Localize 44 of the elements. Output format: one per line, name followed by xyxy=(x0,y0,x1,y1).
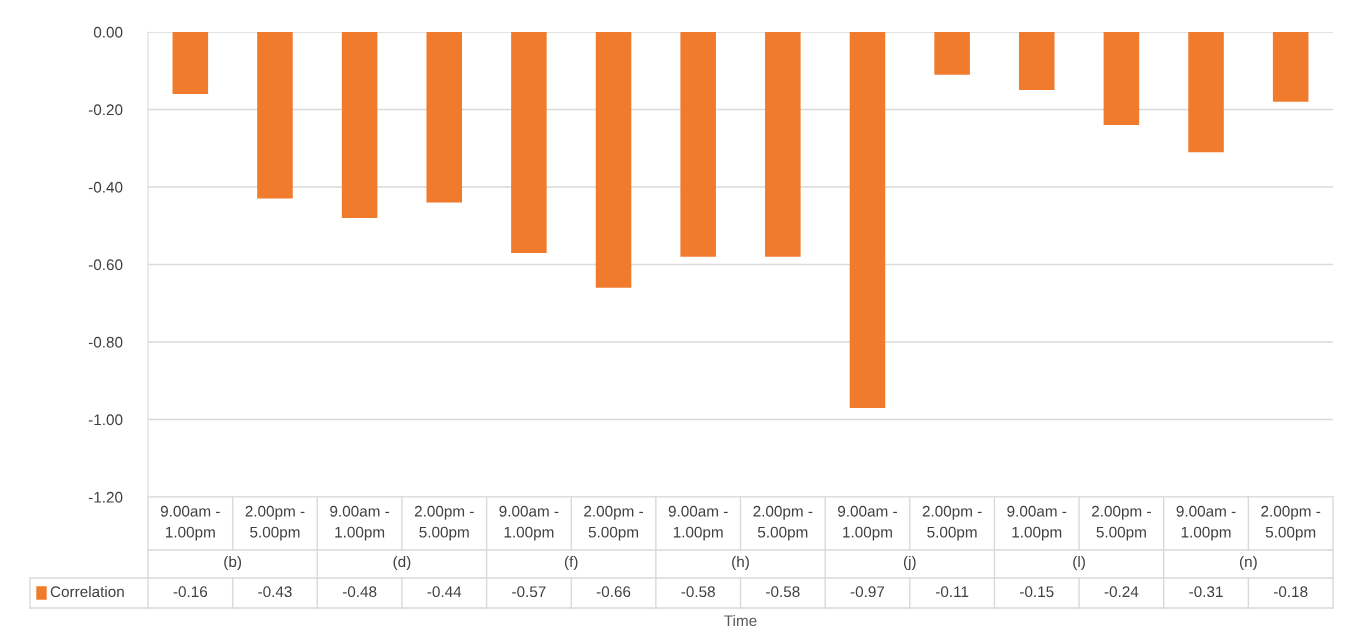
x-axis-title: Time xyxy=(724,614,757,627)
y-tick-label: -0.80 xyxy=(88,336,123,348)
data-label: -0.15 xyxy=(1020,586,1054,598)
data-label: -0.31 xyxy=(1189,586,1223,598)
text: (l) xyxy=(1073,555,1085,571)
y-tick-label: -1.00 xyxy=(88,414,123,426)
x-tick-label: 9.00am - 1.00pm xyxy=(160,505,220,541)
data-label: -0.18 xyxy=(1273,586,1308,598)
text: (j) xyxy=(903,555,916,571)
x-tick-label: 9.00am - 1.00pm xyxy=(838,505,897,541)
x-tick-label: 2.00pm - 5.00pm xyxy=(584,505,644,541)
legend-label: Correlation xyxy=(50,585,124,598)
text: (h) xyxy=(732,555,749,571)
data-label: -0.48 xyxy=(342,586,377,598)
text: (n) xyxy=(1239,555,1257,571)
data-label: -0.97 xyxy=(850,586,885,598)
x-tick-label: 9.00am - 1.00pm xyxy=(668,505,728,541)
x-tick-label: 9.00am - 1.00pm xyxy=(330,505,390,541)
data-label: -0.58 xyxy=(766,586,800,598)
data-label: -0.16 xyxy=(173,586,208,598)
data-label: -0.58 xyxy=(681,586,715,598)
y-tick-label: -1.20 xyxy=(88,491,123,503)
x-tick-label: 9.00am - 1.00pm xyxy=(1007,505,1067,541)
y-tick-label: -0.60 xyxy=(88,259,123,271)
x-tick-label: 2.00pm - 5.00pm xyxy=(1261,505,1321,541)
x-tick-label: 2.00pm - 5.00pm xyxy=(1092,505,1151,541)
y-tick-label: -0.40 xyxy=(88,181,123,193)
data-label: -0.24 xyxy=(1104,586,1139,598)
x-tick-label: 2.00pm - 5.00pm xyxy=(922,505,982,541)
data-label: -0.43 xyxy=(258,586,292,598)
data-label: -0.44 xyxy=(427,586,462,598)
text: (d) xyxy=(393,555,411,571)
y-tick-label: -0.20 xyxy=(88,104,123,116)
text: (f) xyxy=(564,555,578,571)
data-label: -0.57 xyxy=(512,586,546,598)
x-tick-label: 2.00pm - 5.00pm xyxy=(245,505,305,541)
data-label: -0.11 xyxy=(935,586,969,598)
y-tick-label: 0.00 xyxy=(93,26,123,38)
data-label: -0.66 xyxy=(596,586,631,598)
x-tick-label: 2.00pm - 5.00pm xyxy=(414,505,474,541)
x-tick-label: 2.00pm - 5.00pm xyxy=(753,505,813,541)
x-tick-label: 9.00am - 1.00pm xyxy=(499,505,559,541)
x-tick-label: 9.00am - 1.00pm xyxy=(1176,505,1236,541)
text: (b) xyxy=(224,555,242,571)
